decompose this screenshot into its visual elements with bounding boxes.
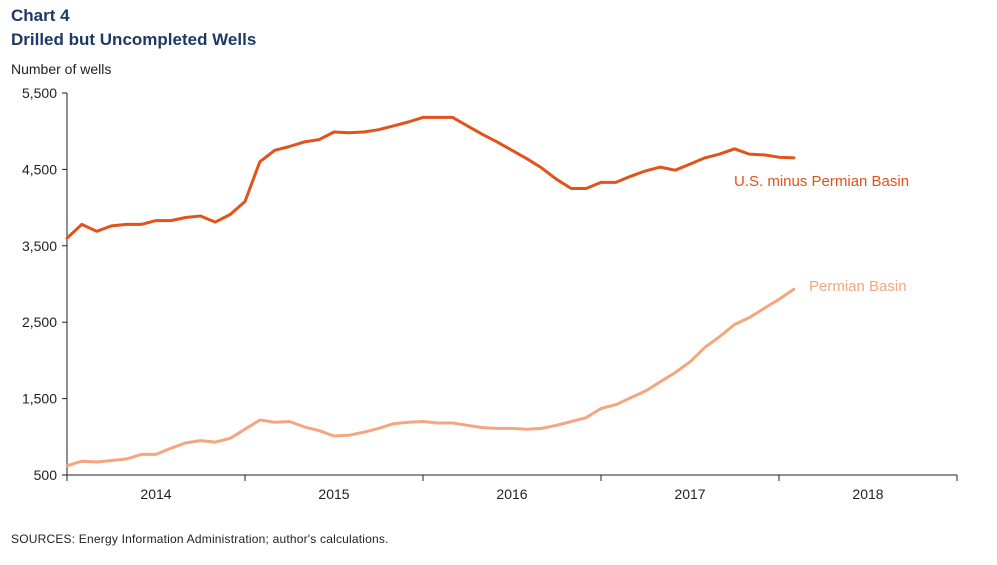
y-tick-label: 5,500 — [22, 85, 57, 101]
chart-title: Drilled but Uncompleted Wells — [11, 30, 257, 49]
x-tick-label: 2018 — [852, 486, 883, 502]
x-tick-label: 2016 — [496, 486, 527, 502]
y-axis-label: Number of wells — [11, 61, 112, 77]
x-tick-label: 2017 — [674, 486, 705, 502]
series-line-us-minus-permian — [65, 115, 796, 240]
y-tick-label: 500 — [34, 467, 58, 483]
series-label-us-minus-permian: U.S. minus Permian Basin — [734, 173, 909, 190]
chart-number: Chart 4 — [11, 6, 70, 25]
source-note: SOURCES: Energy Information Administrati… — [11, 532, 389, 546]
series-line-permian — [65, 287, 796, 468]
x-tick-label: 2014 — [140, 486, 171, 502]
y-tick-label: 3,500 — [22, 238, 57, 254]
y-tick-label: 4,500 — [22, 161, 57, 177]
series-label-permian: Permian Basin — [809, 278, 907, 295]
y-tick-label: 2,500 — [22, 314, 57, 330]
y-tick-label: 1,500 — [22, 391, 57, 407]
x-tick-label: 2015 — [318, 486, 349, 502]
series-lines — [65, 115, 796, 468]
axes: 500 1,500 2,500 3,500 4,500 5,500 2014 2015 2016… — [22, 85, 958, 502]
